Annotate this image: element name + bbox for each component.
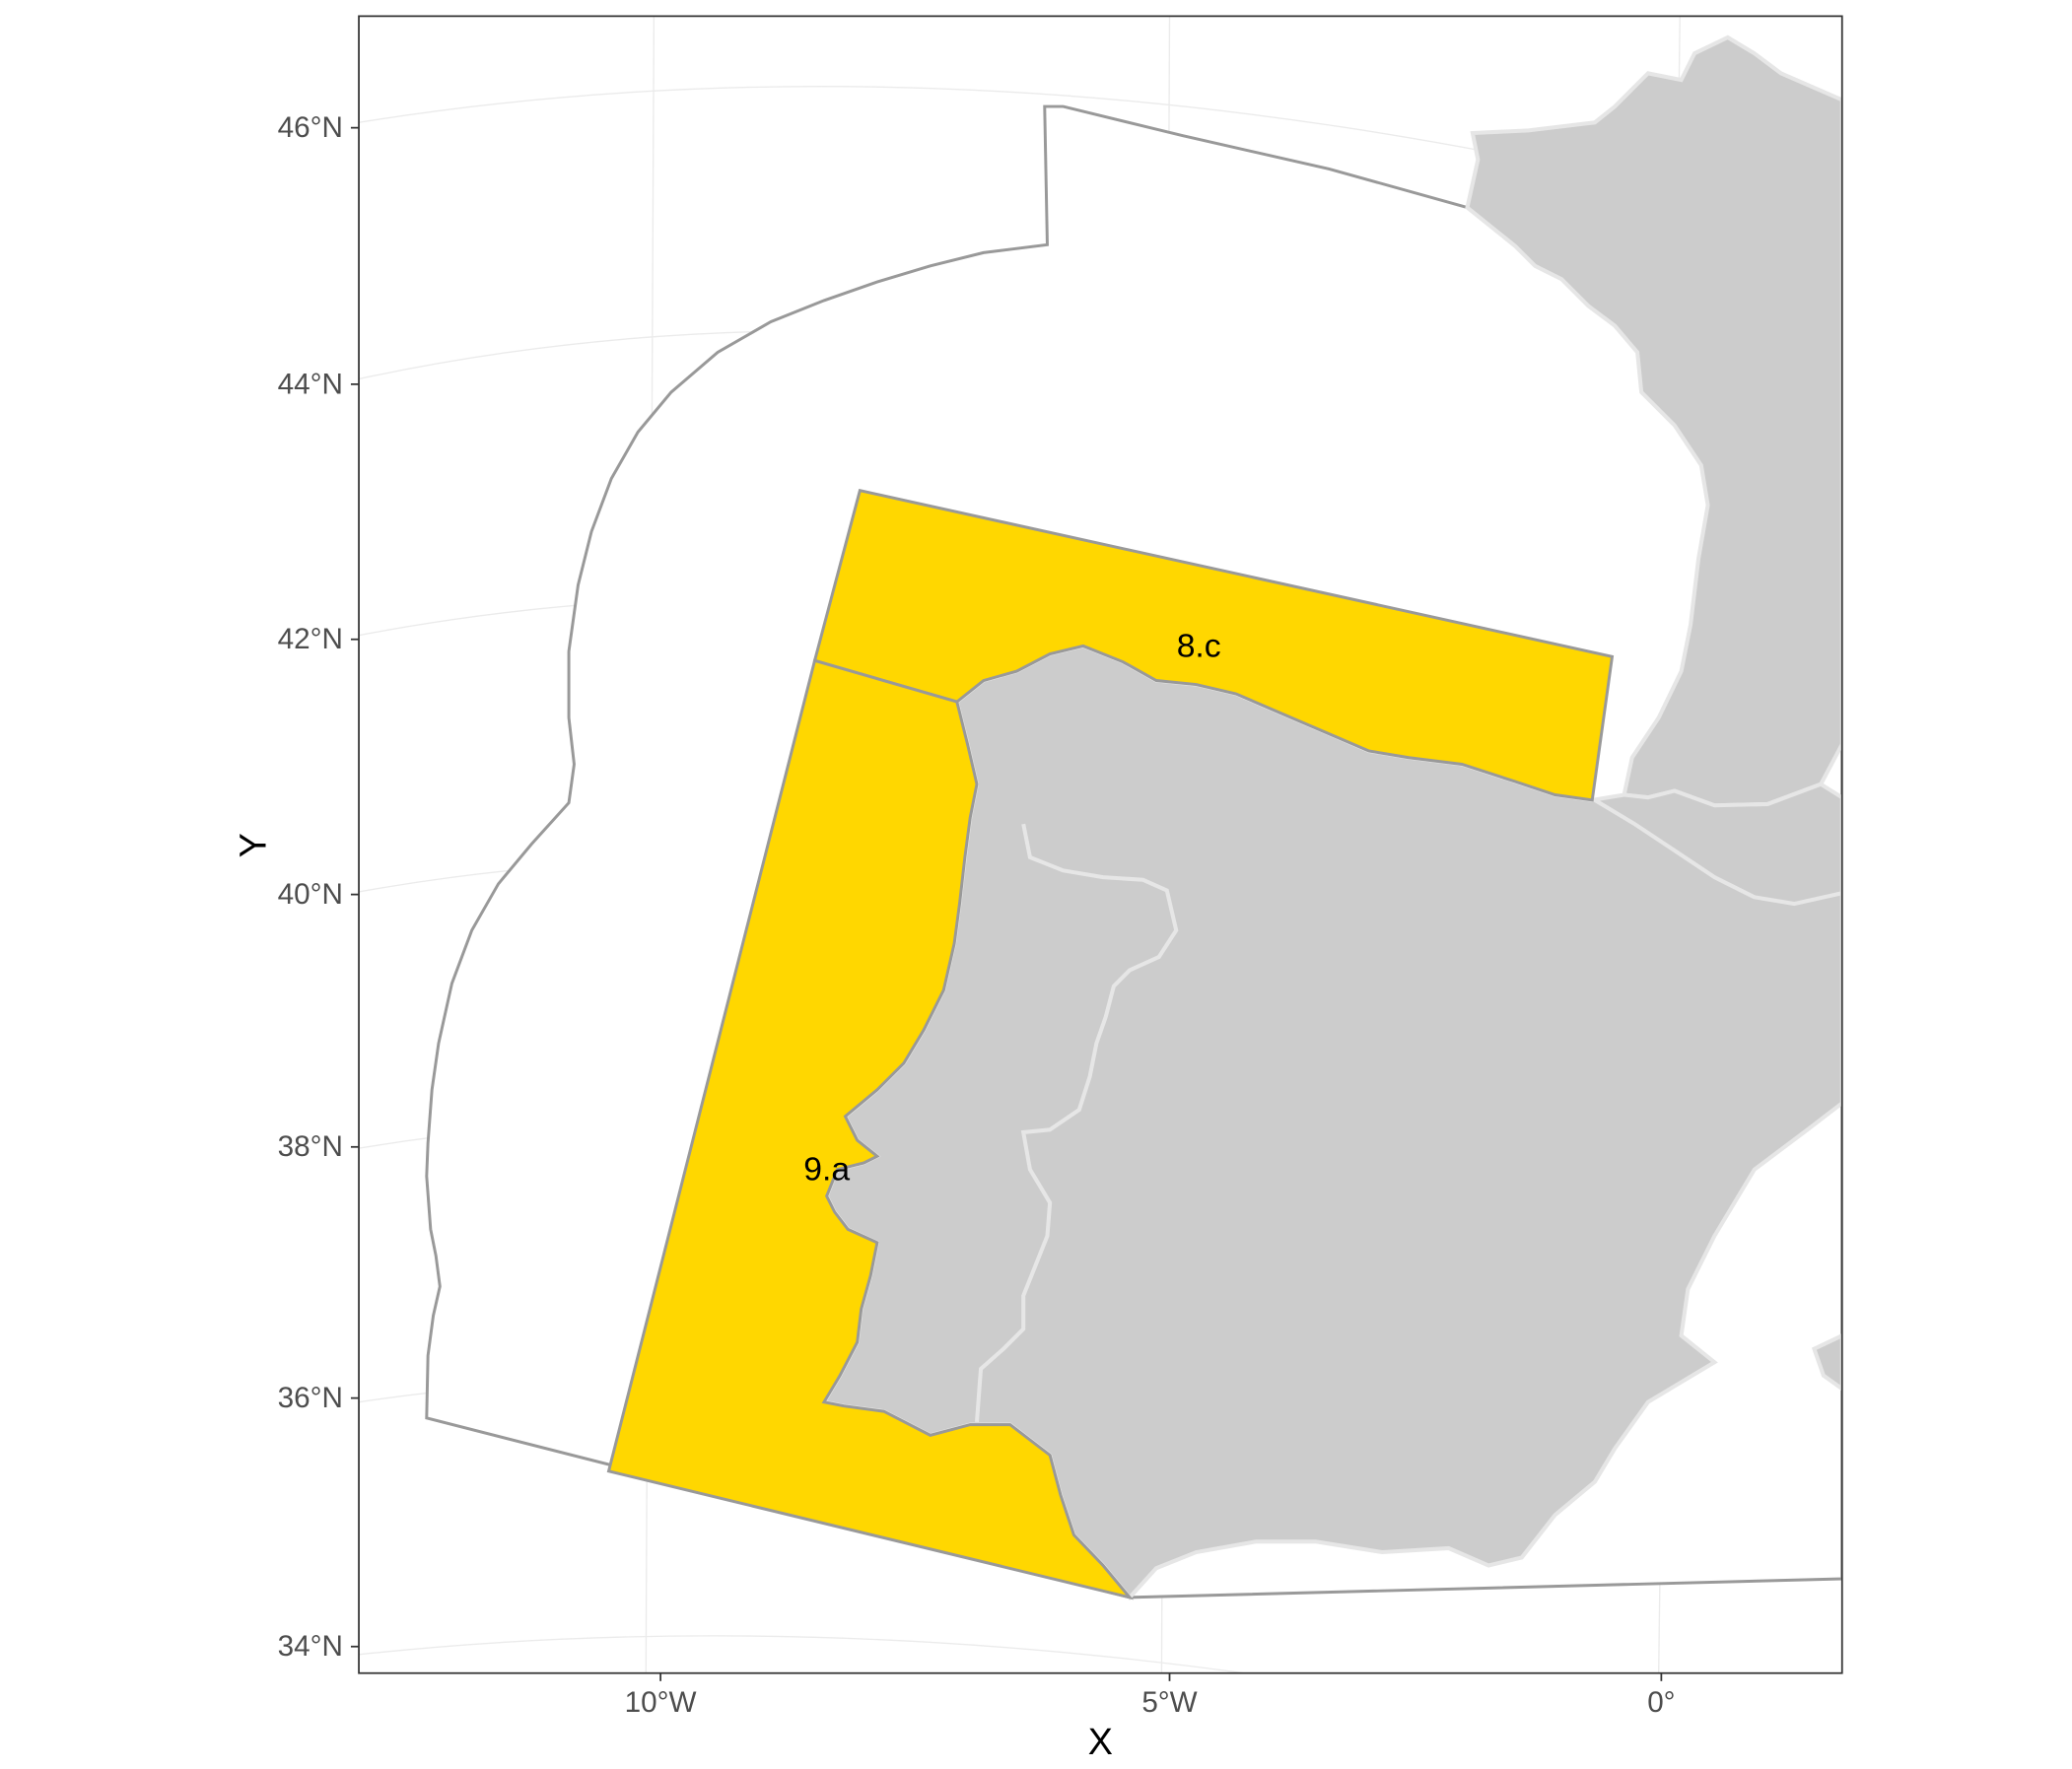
x-tick-label-0: 0°: [1647, 1686, 1675, 1719]
x-tick-label-10w: 10°W: [625, 1686, 697, 1719]
y-tick-34: 34°N: [278, 1630, 360, 1663]
n-africa-land: [1811, 1333, 1842, 1392]
area-label-9a: 9.a: [803, 1150, 850, 1188]
x-axis: 10°W 5°W 0°: [625, 1672, 1676, 1719]
x-tick-0: 0°: [1647, 1672, 1676, 1719]
y-tick-label-44: 44°N: [278, 368, 343, 400]
area-label-8c: 8.c: [1177, 627, 1221, 664]
x-tick-5w: 5°W: [1141, 1672, 1198, 1719]
y-tick-46: 46°N: [278, 111, 360, 144]
spain-france-border: [1593, 798, 1842, 907]
parallel-34n: [359, 1635, 1249, 1673]
y-tick-40: 40°N: [278, 878, 360, 911]
y-tick-label-46: 46°N: [278, 111, 343, 144]
area-9a: [606, 658, 1135, 1600]
area-8c: [812, 488, 1615, 802]
y-tick-label-40: 40°N: [278, 878, 343, 911]
x-tick-label-5w: 5°W: [1141, 1686, 1197, 1719]
y-axis-title: Y: [233, 833, 274, 857]
y-tick-36: 36°N: [278, 1382, 360, 1414]
x-axis-title: X: [1088, 1721, 1113, 1762]
y-axis: 46°N 44°N 42°N 40°N 38°N 36°N 34°N: [278, 111, 360, 1663]
y-tick-label-36: 36°N: [278, 1382, 343, 1414]
y-tick-42: 42°N: [278, 623, 360, 655]
country-borders: [974, 798, 1842, 1423]
land: [820, 34, 1842, 1600]
x-tick-10w: 10°W: [625, 1672, 697, 1719]
y-tick-label-34: 34°N: [278, 1630, 343, 1663]
y-tick-44: 44°N: [278, 368, 360, 400]
spain-portugal-border: [974, 823, 1179, 1423]
y-tick-label-42: 42°N: [278, 623, 343, 655]
panel-border: [358, 15, 1843, 1674]
y-tick-38: 38°N: [278, 1130, 360, 1163]
y-tick-label-38: 38°N: [278, 1130, 343, 1163]
